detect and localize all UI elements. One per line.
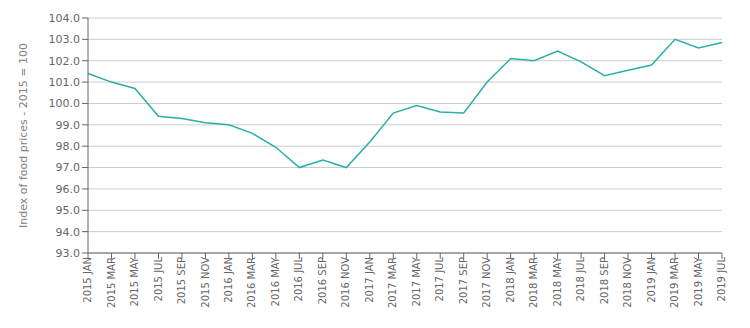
svg-text:96.0: 96.0 xyxy=(56,183,81,196)
svg-text:2017 JUL: 2017 JUL xyxy=(434,257,445,302)
svg-text:2016 NOV: 2016 NOV xyxy=(340,257,351,308)
svg-text:2018 JUL: 2018 JUL xyxy=(575,257,586,302)
svg-text:2015 MAR: 2015 MAR xyxy=(106,257,117,308)
svg-text:101.0: 101.0 xyxy=(49,76,81,89)
svg-text:2015 MAY: 2015 MAY xyxy=(129,256,140,306)
svg-text:2015 JAN: 2015 JAN xyxy=(82,257,93,303)
svg-text:2019 MAR: 2019 MAR xyxy=(669,257,680,308)
svg-text:93.0: 93.0 xyxy=(56,247,81,260)
svg-text:104.0: 104.0 xyxy=(49,12,81,25)
svg-text:2015 NOV: 2015 NOV xyxy=(200,257,211,308)
svg-text:2015 JUL: 2015 JUL xyxy=(153,257,164,302)
svg-text:2017 SEP: 2017 SEP xyxy=(458,257,469,304)
svg-text:Index of food prices - 2015 =: Index of food prices - 2015 = 100 xyxy=(17,43,30,228)
svg-text:2016 JUL: 2016 JUL xyxy=(293,257,304,302)
svg-text:102.0: 102.0 xyxy=(49,55,81,68)
svg-text:2018 MAY: 2018 MAY xyxy=(552,256,563,306)
svg-text:2017 NOV: 2017 NOV xyxy=(481,257,492,308)
svg-text:2019 JAN: 2019 JAN xyxy=(646,257,657,303)
svg-text:94.0: 94.0 xyxy=(56,226,81,239)
svg-text:2016 SEP: 2016 SEP xyxy=(317,257,328,304)
svg-text:2016 MAR: 2016 MAR xyxy=(246,257,257,308)
svg-text:2018 SEP: 2018 SEP xyxy=(599,257,610,304)
svg-text:2017 MAY: 2017 MAY xyxy=(411,256,422,306)
svg-text:98.0: 98.0 xyxy=(56,140,81,153)
svg-text:2018 MAR: 2018 MAR xyxy=(528,257,539,308)
svg-text:95.0: 95.0 xyxy=(56,204,81,217)
svg-text:2015 SEP: 2015 SEP xyxy=(176,257,187,304)
svg-text:2017 JAN: 2017 JAN xyxy=(364,257,375,303)
svg-text:103.0: 103.0 xyxy=(49,33,81,46)
svg-text:97.0: 97.0 xyxy=(56,161,81,174)
svg-text:2016 JAN: 2016 JAN xyxy=(223,257,234,303)
svg-text:2016 MAY: 2016 MAY xyxy=(270,256,281,306)
svg-text:2019 MAY: 2019 MAY xyxy=(693,256,704,306)
svg-text:99.0: 99.0 xyxy=(56,119,81,132)
svg-text:2017 MAR: 2017 MAR xyxy=(387,257,398,308)
svg-text:2018 NOV: 2018 NOV xyxy=(622,257,633,308)
svg-text:100.0: 100.0 xyxy=(49,97,81,110)
svg-text:2019 JUL: 2019 JUL xyxy=(716,257,727,302)
svg-text:2018 JAN: 2018 JAN xyxy=(505,257,516,303)
